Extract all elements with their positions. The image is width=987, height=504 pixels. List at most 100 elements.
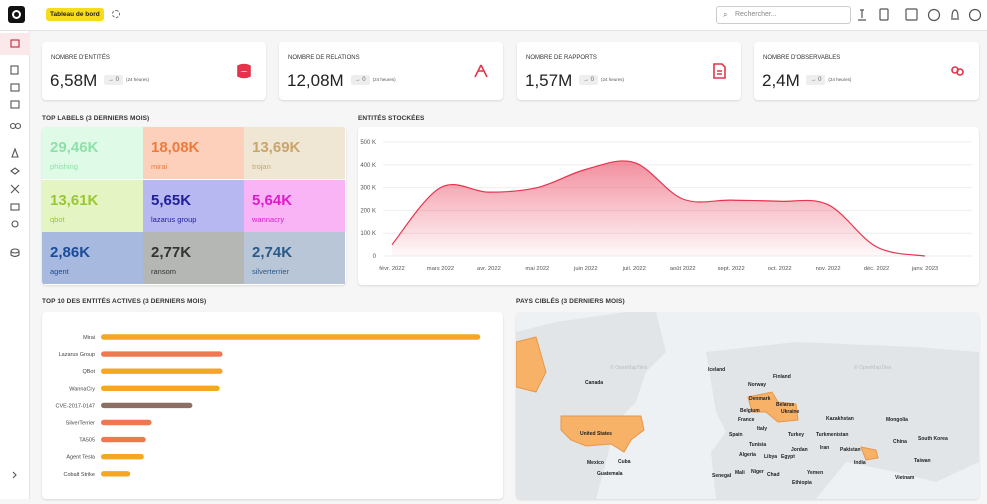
map-label: Taiwan <box>914 458 931 464</box>
x-tick-label: nov. 2022 <box>816 266 841 272</box>
y-tick-label: 500 K <box>360 140 376 146</box>
toolbar-icons <box>858 8 982 22</box>
map-label: France <box>738 417 755 423</box>
tile-value: 13,69K <box>252 139 301 156</box>
bar <box>101 368 223 374</box>
map-label: Canada <box>585 380 603 386</box>
tile-label: trojan <box>252 162 271 171</box>
active-item[interactable] <box>0 33 30 55</box>
card-value: 6,58M <box>50 71 98 90</box>
y-tick-label: TA505 <box>79 438 95 444</box>
stat-card: NOMBRE D'ENTITÉS 6,58M → 0 (24 heures) <box>42 42 266 100</box>
bar <box>101 436 146 443</box>
bar <box>101 419 152 426</box>
card-delta: → 0 <box>104 75 124 85</box>
icon-entities[interactable] <box>10 203 20 211</box>
icon-expand[interactable] <box>12 471 17 479</box>
icon-analyses[interactable] <box>10 65 19 75</box>
icon-locations[interactable] <box>11 220 19 228</box>
map-label: Finland <box>773 374 791 380</box>
label-tile: 5,64K wannacry <box>244 179 345 232</box>
bar <box>101 454 144 460</box>
icon <box>474 64 488 78</box>
map-label: Mongolia <box>886 417 908 423</box>
map-label: China <box>893 439 907 445</box>
tile-value: 13,61K <box>50 191 99 209</box>
label-tile: 2,74K silverterrier <box>244 232 345 285</box>
logo[interactable] <box>8 6 25 23</box>
card-value: 1,57M <box>525 71 573 90</box>
x-tick-label: janv. 2023 <box>911 266 938 272</box>
y-tick-label: 200 K <box>360 208 376 214</box>
icon-clipboard[interactable] <box>879 8 889 21</box>
map-label: Ukraine <box>781 409 800 415</box>
x-tick-label: août 2022 <box>670 266 696 272</box>
country-highlight <box>747 391 799 423</box>
x-tick-label: sept. 2022 <box>718 266 745 272</box>
card-period: (24 heures) <box>828 77 852 82</box>
icon-arsenal[interactable] <box>10 167 20 175</box>
bar <box>101 351 223 357</box>
icon-events[interactable] <box>10 100 20 109</box>
search-placeholder: Rechercher... <box>735 11 777 18</box>
dashboard-badge[interactable]: Tableau de bord <box>46 8 104 21</box>
icon-cases[interactable] <box>10 83 20 92</box>
map-label: Norway <box>748 382 766 388</box>
y-tick-label: QBot <box>82 369 95 375</box>
tile-label: wannacry <box>252 214 285 224</box>
map-label: Tunisia <box>749 442 766 448</box>
section-title: ENTITÉS STOCKÉES <box>358 115 425 122</box>
map-label: Vietnam <box>895 475 915 481</box>
area-line <box>391 160 926 257</box>
label-tile: 5,65K lazarus group <box>143 179 244 232</box>
map-label: Guatemala <box>597 471 623 477</box>
icon-threats[interactable] <box>11 147 19 158</box>
y-tick-label: 400 K <box>360 163 376 169</box>
card-title: NOMBRE D'ENTITÉS <box>51 55 110 61</box>
icon-techniques[interactable] <box>10 184 20 194</box>
tile-label: agent <box>50 267 69 277</box>
card-icon <box>474 64 488 78</box>
section-title: PAYS CIBLÉS (3 DERNIERS MOIS) <box>516 298 625 305</box>
icon-compass[interactable] <box>927 8 941 22</box>
section-title: TOP 10 DES ENTITÉS ACTIVES (3 DERNIERS M… <box>42 298 207 305</box>
card-delta: → 0 <box>579 75 599 85</box>
delta-value: 0 <box>362 77 366 83</box>
area-chart: 0 100 K 200 K 300 K 400 K 500 K févr. 2022 mars… <box>360 140 972 272</box>
icon <box>237 63 251 79</box>
tile-value: 2,77K <box>151 244 192 262</box>
card-period: (24 heures) <box>372 77 396 82</box>
land <box>516 312 666 499</box>
tile-label: silverterrier <box>252 267 290 277</box>
label-tile: 2,77K ransom <box>143 232 244 285</box>
card-title: NOMBRE D'OBSERVABLES <box>763 55 841 61</box>
icon-bell[interactable] <box>951 9 959 20</box>
search-box[interactable]: ⌕ Rechercher... <box>716 6 851 24</box>
y-tick-label: Mirai <box>83 335 95 341</box>
icon-data[interactable] <box>10 248 20 254</box>
delta-value: 0 <box>590 77 595 83</box>
stat-card: NOMBRE DE RELATIONS 12,08M → 0 (24 heures) <box>279 42 503 100</box>
map-label: Iceland <box>708 367 725 373</box>
card-title: NOMBRE DE RELATIONS <box>288 55 360 61</box>
area-fill <box>392 160 925 256</box>
icon-filter[interactable] <box>858 9 866 21</box>
country-highlight <box>516 336 547 393</box>
sidebar-icons <box>0 33 30 479</box>
attribution: © OpenMapTiles <box>854 364 892 371</box>
bar <box>101 402 193 409</box>
y-tick-label: 300 K <box>360 186 376 192</box>
card-period: (24 heures) <box>601 77 625 82</box>
icon-dashboard[interactable] <box>10 39 20 48</box>
map-label: India <box>854 460 866 466</box>
y-tick-label: Cobalt Strike <box>64 472 96 478</box>
tile-label: mirai <box>151 162 168 171</box>
bar-panel: Mirai Lazarus Group QBot WannaCry CVE-2017-0… <box>42 312 503 499</box>
icon-chart[interactable] <box>905 8 918 21</box>
map-label: Belgium <box>740 408 760 414</box>
icon-account[interactable] <box>968 8 982 22</box>
icon-observations[interactable] <box>9 122 17 130</box>
bar-chart: Mirai Lazarus Group QBot WannaCry CVE-2017-0… <box>56 334 481 478</box>
map-label: Denmark <box>749 396 771 402</box>
settings-icon[interactable] <box>112 10 120 18</box>
